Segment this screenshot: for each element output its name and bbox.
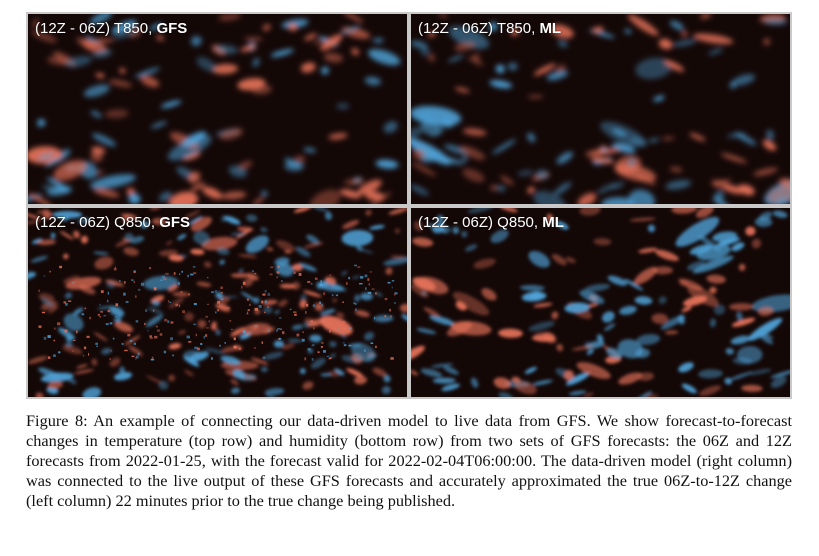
panel-title-prefix: (12Z - 06Z) T850, — [418, 20, 540, 37]
panel-title-model: GFS — [159, 214, 191, 231]
field-map — [411, 14, 790, 204]
panel-t850-gfs: (12Z - 06Z) T850, GFS — [28, 14, 407, 204]
panel-title: (12Z - 06Z) Q850, GFS — [35, 214, 190, 231]
panel-title-model: GFS — [156, 20, 188, 37]
field-map — [411, 208, 790, 397]
panel-t850-ml: (12Z - 06Z) T850, ML — [411, 14, 790, 204]
panel-title-prefix: (12Z - 06Z) T850, — [35, 20, 157, 37]
figure-caption: Figure 8: An example of connecting our d… — [26, 411, 792, 510]
panel-title-prefix: (12Z - 06Z) Q850, — [418, 214, 543, 231]
panel-title-model: ML — [542, 214, 564, 231]
field-map — [28, 208, 407, 397]
panel-title-prefix: (12Z - 06Z) Q850, — [35, 214, 160, 231]
panel-title: (12Z - 06Z) T850, ML — [418, 20, 561, 37]
figure: (12Z - 06Z) T850, GFS (12Z - 06Z) T850, … — [26, 12, 792, 399]
panel-title: (12Z - 06Z) T850, GFS — [35, 20, 187, 37]
field-map — [28, 14, 407, 204]
panel-q850-gfs: (12Z - 06Z) Q850, GFS — [28, 208, 407, 397]
panel-title-model: ML — [539, 20, 562, 37]
panel-title: (12Z - 06Z) Q850, ML — [418, 214, 564, 231]
panel-q850-ml: (12Z - 06Z) Q850, ML — [411, 208, 790, 397]
